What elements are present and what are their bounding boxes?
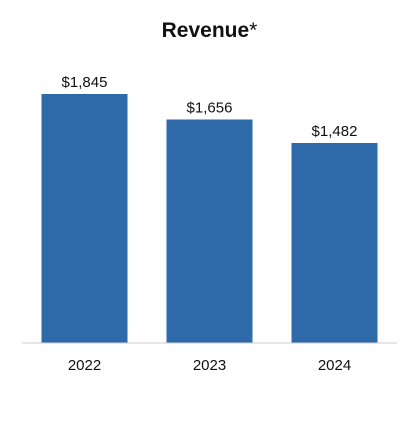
bar-2023 <box>166 119 253 343</box>
labels-layer: $1,845 $1,656 $1,482 <box>62 74 358 140</box>
chart-title-suffix: * <box>249 19 257 42</box>
bars-layer <box>41 94 378 343</box>
x-tick-label-2022: 2022 <box>68 357 101 374</box>
x-tick-label-2023: 2023 <box>193 357 226 374</box>
data-label-2022: $1,845 <box>62 74 108 91</box>
ticks-layer: 2022 2023 2024 <box>68 357 351 374</box>
chart-title-text: Revenue <box>162 19 250 42</box>
x-tick-label-2024: 2024 <box>318 357 351 374</box>
bar-2022 <box>41 94 128 343</box>
chart-title: Revenue* <box>162 19 258 42</box>
data-label-2023: $1,656 <box>187 100 233 117</box>
data-label-2024: $1,482 <box>312 123 358 140</box>
bar-2024 <box>291 143 378 343</box>
